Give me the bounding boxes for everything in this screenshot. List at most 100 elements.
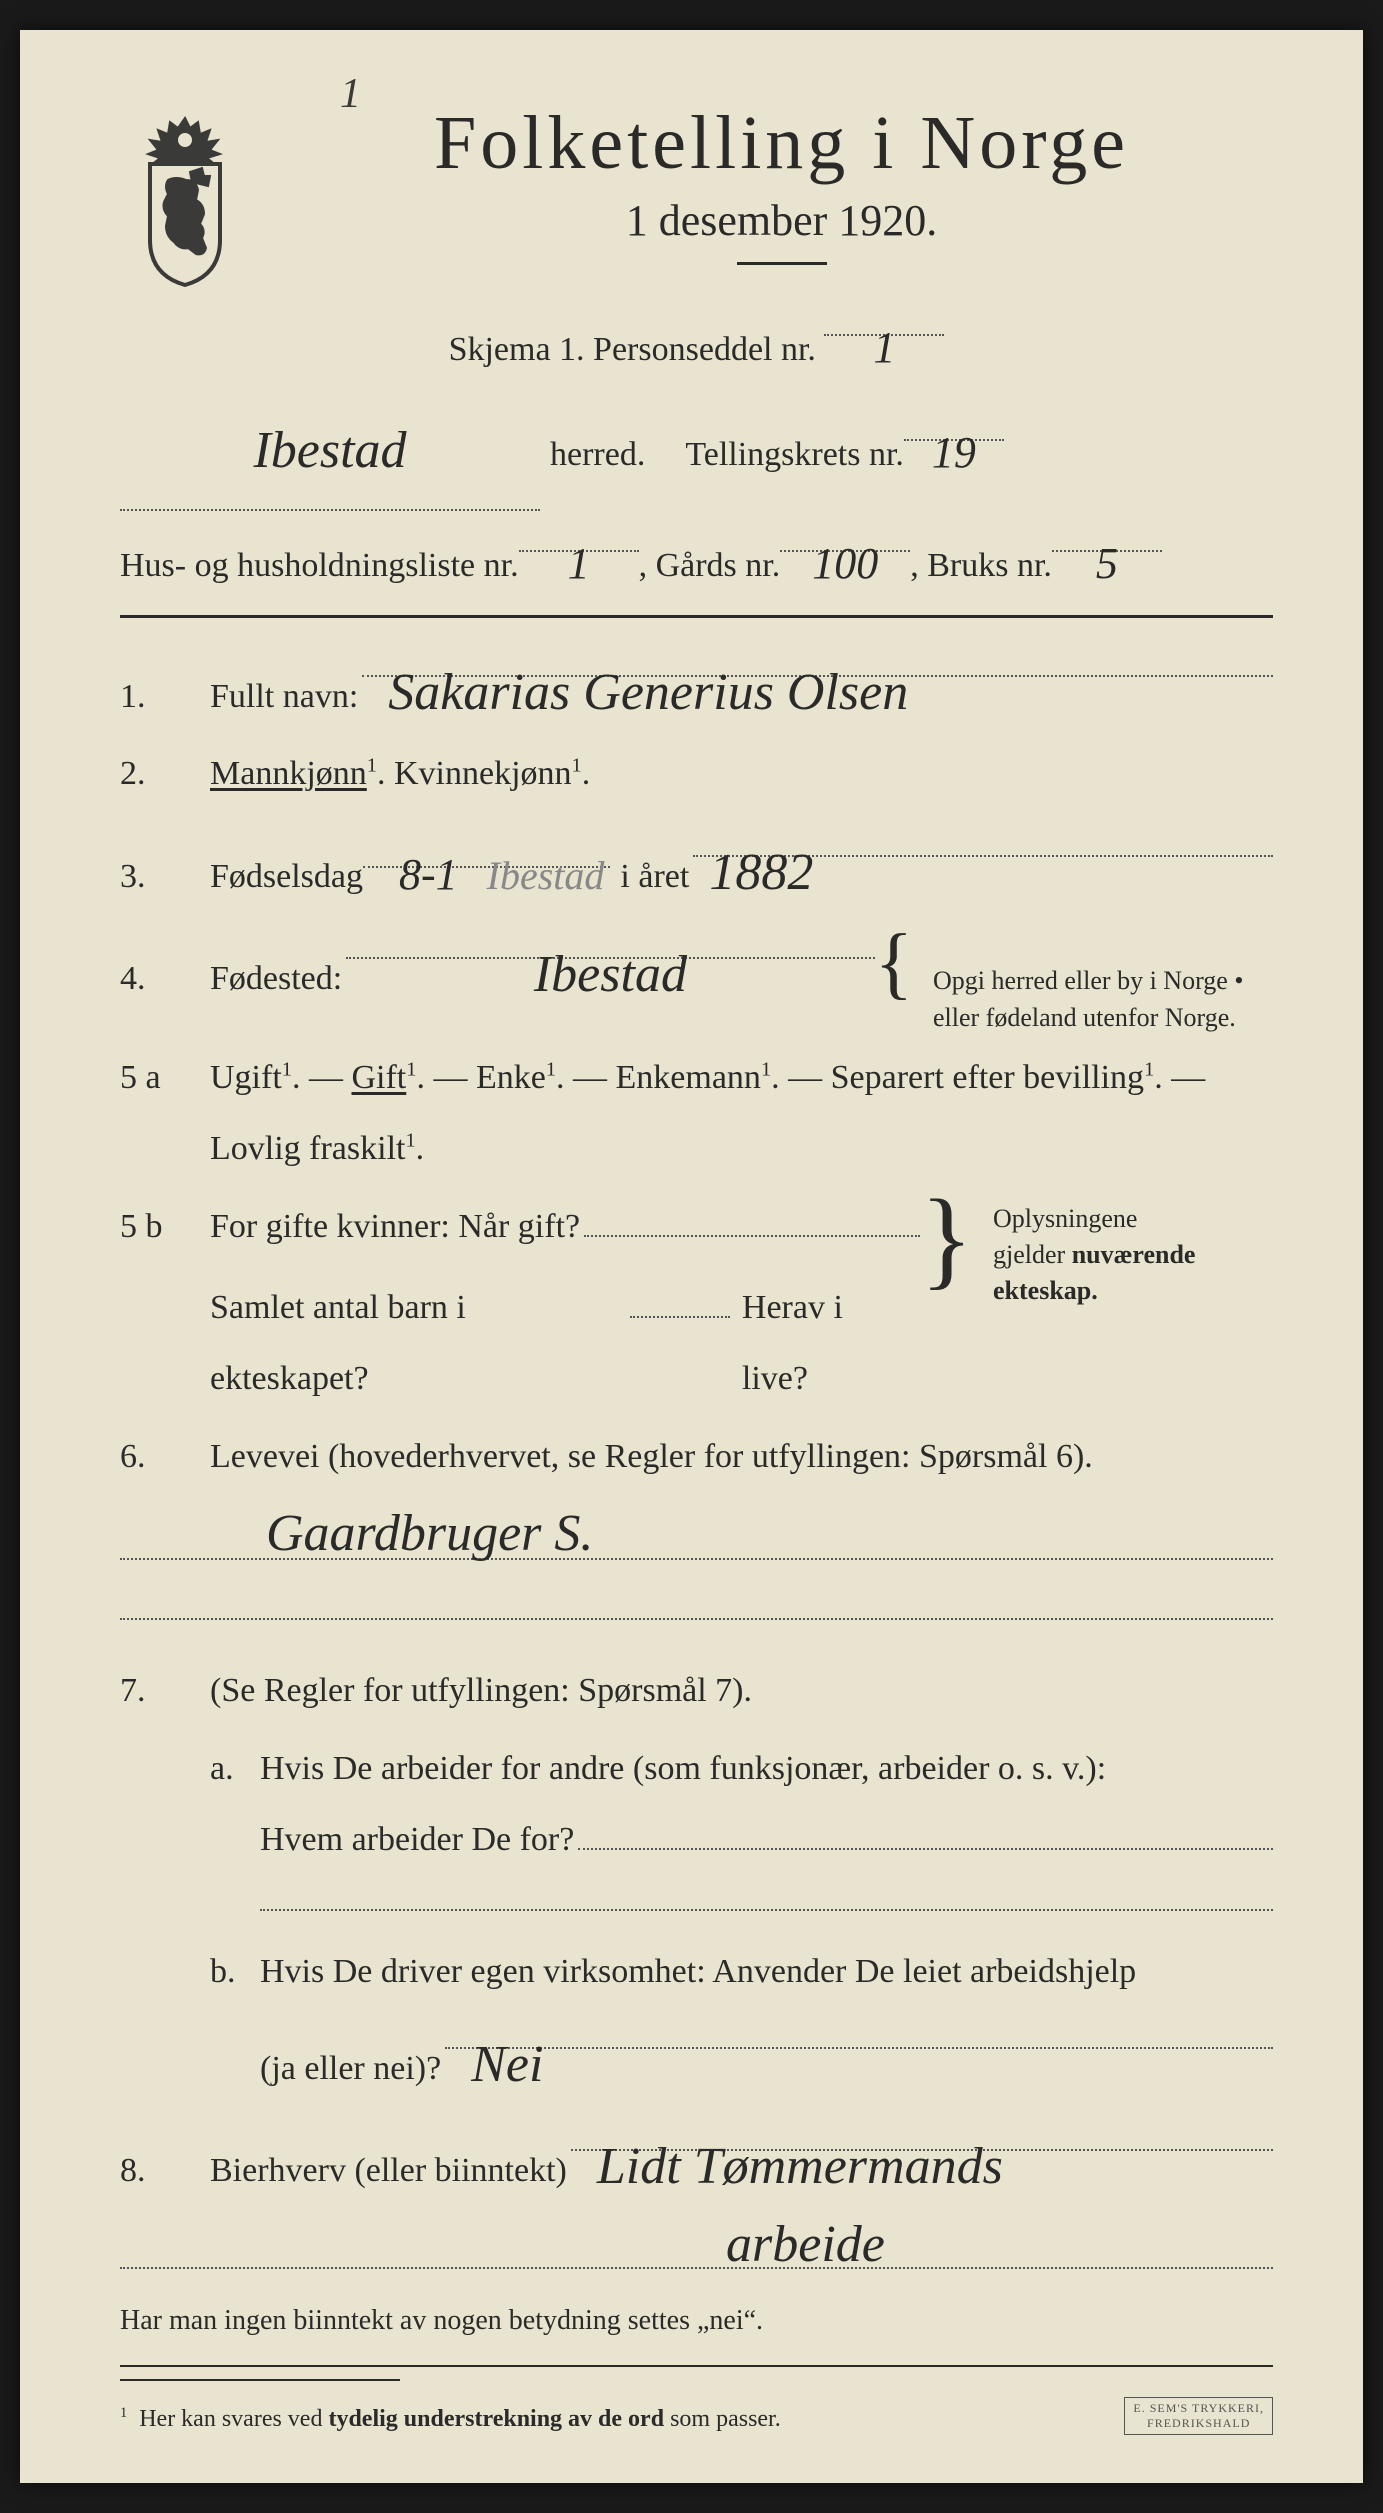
q5b-note2: gjelder	[993, 1240, 1065, 1269]
q1-value: Sakarias Generius Olsen	[382, 664, 914, 721]
bruks-nr: 5	[1090, 539, 1124, 588]
question-1: 1. Fullt navn: Sakarias Generius Olsen	[120, 636, 1273, 732]
q7-label: (Se Regler for utfyllingen: Spørsmål 7).	[210, 1655, 1273, 1726]
q4-label: Fødested:	[210, 943, 342, 1014]
gards-nr: 100	[806, 539, 884, 588]
q7b-letter: b.	[210, 1936, 260, 2007]
top-handwritten-mark: 1	[340, 70, 361, 118]
brace-q5b: }	[920, 1211, 973, 1266]
q7b-value: Nei	[465, 2036, 549, 2093]
question-2: 2. Mannkjønn1. Kvinnekjønn1.	[120, 738, 1273, 809]
q7b-line1: Hvis De driver egen virksomhet: Anvender…	[260, 1953, 1136, 1990]
footnote-text: Her kan svares ved tydelig understreknin…	[139, 2406, 781, 2432]
q4-num: 4.	[120, 943, 210, 1014]
herred-label: herred.	[540, 416, 655, 494]
question-7a: a. Hvis De arbeider for andre (som funks…	[120, 1733, 1273, 1876]
q5a-enkemann: Enkemann	[616, 1059, 761, 1096]
q5b-label: For gifte kvinner: Når gift?	[210, 1191, 580, 1262]
note-bottom: Har man ingen biinntekt av nogen betydni…	[120, 2289, 1273, 2353]
gards-label: , Gårds nr.	[639, 527, 781, 605]
q8-num: 8.	[120, 2135, 210, 2206]
q7-num: 7.	[120, 1655, 210, 1726]
question-7b: b. Hvis De driver egen virksomhet: Anven…	[120, 1936, 1273, 2104]
coat-of-arms-icon	[120, 110, 250, 295]
q5b-line2: Samlet antal barn i ekteskapet?	[210, 1272, 630, 1415]
title-block: Folketelling i Norge 1 desember 1920.	[290, 100, 1273, 295]
footnote-num: 1	[120, 2405, 127, 2421]
q6-num: 6.	[120, 1421, 210, 1492]
printer-line2: FREDRIKSHALD	[1133, 2416, 1264, 2431]
question-6: 6. Levevei (hovederhvervet, se Regler fo…	[120, 1421, 1273, 1492]
printer-stamp: E. SEM'S TRYKKERI, FREDRIKSHALD	[1124, 2397, 1273, 2435]
q7a-letter: a.	[210, 1733, 260, 1804]
q7a-line2: Hvem arbeider De for?	[260, 1804, 574, 1875]
q4-note2: eller fødeland utenfor Norge.	[933, 1003, 1236, 1032]
q5b-note3: ekteskap.	[993, 1276, 1098, 1305]
q6-label: Levevei (hovederhvervet, se Regler for u…	[210, 1421, 1273, 1492]
q6-blank-line	[120, 1590, 1273, 1620]
q5a-fraskilt: Lovlig fraskilt	[210, 1130, 405, 1167]
q5b-num: 5 b	[120, 1191, 210, 1262]
footnote: 1 Her kan svares ved tydelig understrekn…	[120, 2405, 1273, 2433]
census-form-page: 1 Folketelling i Norge 1 desember 1920. …	[20, 30, 1363, 2483]
q3-year-label: i året	[610, 841, 689, 912]
brace-q4: {	[875, 943, 913, 983]
skjema-label: Skjema 1. Personseddel nr.	[449, 331, 816, 368]
q3-num: 3.	[120, 841, 210, 912]
q4-note1: Opgi herred eller by i Norge	[933, 966, 1228, 995]
herred-value: Ibestad	[247, 422, 412, 479]
footnote-divider	[120, 2379, 400, 2381]
q3-year: 1882	[703, 844, 819, 901]
hus-label: Hus- og husholdningsliste nr.	[120, 527, 519, 605]
skjema-line: Skjema 1. Personseddel nr. 1	[120, 295, 1273, 389]
q8-value: Lidt Tømmermands	[591, 2138, 1009, 2195]
q2-female: Kvinnekjønn	[394, 755, 572, 792]
question-8: 8. Bierhverv (eller biinntekt) Lidt Tømm…	[120, 2110, 1273, 2206]
q2-sup2: 1	[572, 755, 582, 777]
q5a-enke: Enke	[476, 1059, 546, 1096]
q7a-line1: Hvis De arbeider for andre (som funksjon…	[260, 1750, 1106, 1787]
question-5b: 5 b For gifte kvinner: Når gift? Samlet …	[120, 1191, 1273, 1415]
q1-label: Fullt navn:	[210, 661, 358, 732]
q2-male: Mannkjønn	[210, 755, 367, 792]
header-row: Folketelling i Norge 1 desember 1920.	[120, 100, 1273, 295]
q4-value: Ibestad	[528, 946, 693, 1003]
q6-value: Gaardbruger S.	[260, 1505, 599, 1562]
tellingskrets-label: Tellingskrets nr.	[655, 416, 904, 494]
question-3: 3. Fødselsdag 8-1 Ibestad i året 1882	[120, 816, 1273, 912]
q5b-sidenote: Oplysningene gjelder nuværende ekteskap.	[973, 1191, 1273, 1310]
herred-line: Ibestad herred. Tellingskrets nr. 19	[120, 389, 1273, 511]
hus-nr: 1	[562, 539, 596, 588]
q3-pencil: Ibestad	[481, 853, 611, 898]
question-7: 7. (Se Regler for utfyllingen: Spørsmål …	[120, 1655, 1273, 1726]
q3-day: 8-1	[393, 850, 464, 899]
q5b-line2b: Herav i live?	[730, 1272, 916, 1415]
q1-num: 1.	[120, 661, 210, 732]
q4-sidenote: Opgi herred eller by i Norge • eller fød…	[933, 963, 1273, 1036]
q5a-num: 5 a	[120, 1042, 210, 1113]
q2-num: 2.	[120, 738, 210, 809]
q7b-line2: (ja eller nei)?	[260, 2033, 441, 2104]
rule-1	[120, 615, 1273, 618]
q5a-gift: Gift	[351, 1059, 406, 1096]
q5b-note2b: nuværende	[1072, 1240, 1196, 1269]
q5a-ugift: Ugift	[210, 1059, 282, 1096]
q8-value2: arbeide	[720, 2216, 891, 2273]
main-title: Folketelling i Norge	[290, 100, 1273, 187]
q5b-note1: Oplysningene	[993, 1204, 1137, 1233]
q2-sup1: 1	[367, 755, 377, 777]
subtitle: 1 desember 1920.	[290, 195, 1273, 246]
q6-answer-line: Gaardbruger S.	[120, 1502, 1273, 1560]
hus-line: Hus- og husholdningsliste nr. 1 , Gårds …	[120, 511, 1273, 605]
q8-label: Bierhverv (eller biinntekt)	[210, 2135, 567, 2206]
rule-bottom	[120, 2365, 1273, 2367]
question-4: 4. Fødested: Ibestad { Opgi herred eller…	[120, 918, 1273, 1036]
q3-label: Fødselsdag	[210, 841, 363, 912]
title-divider	[737, 262, 827, 265]
bruks-label: , Bruks nr.	[910, 527, 1052, 605]
tellingskrets-nr: 19	[926, 428, 982, 477]
printer-line1: E. SEM'S TRYKKERI,	[1133, 2401, 1264, 2416]
q5a-separert: Separert efter bevilling	[831, 1059, 1144, 1096]
personseddel-nr: 1	[867, 323, 901, 372]
q7a-blank-line	[260, 1881, 1273, 1911]
